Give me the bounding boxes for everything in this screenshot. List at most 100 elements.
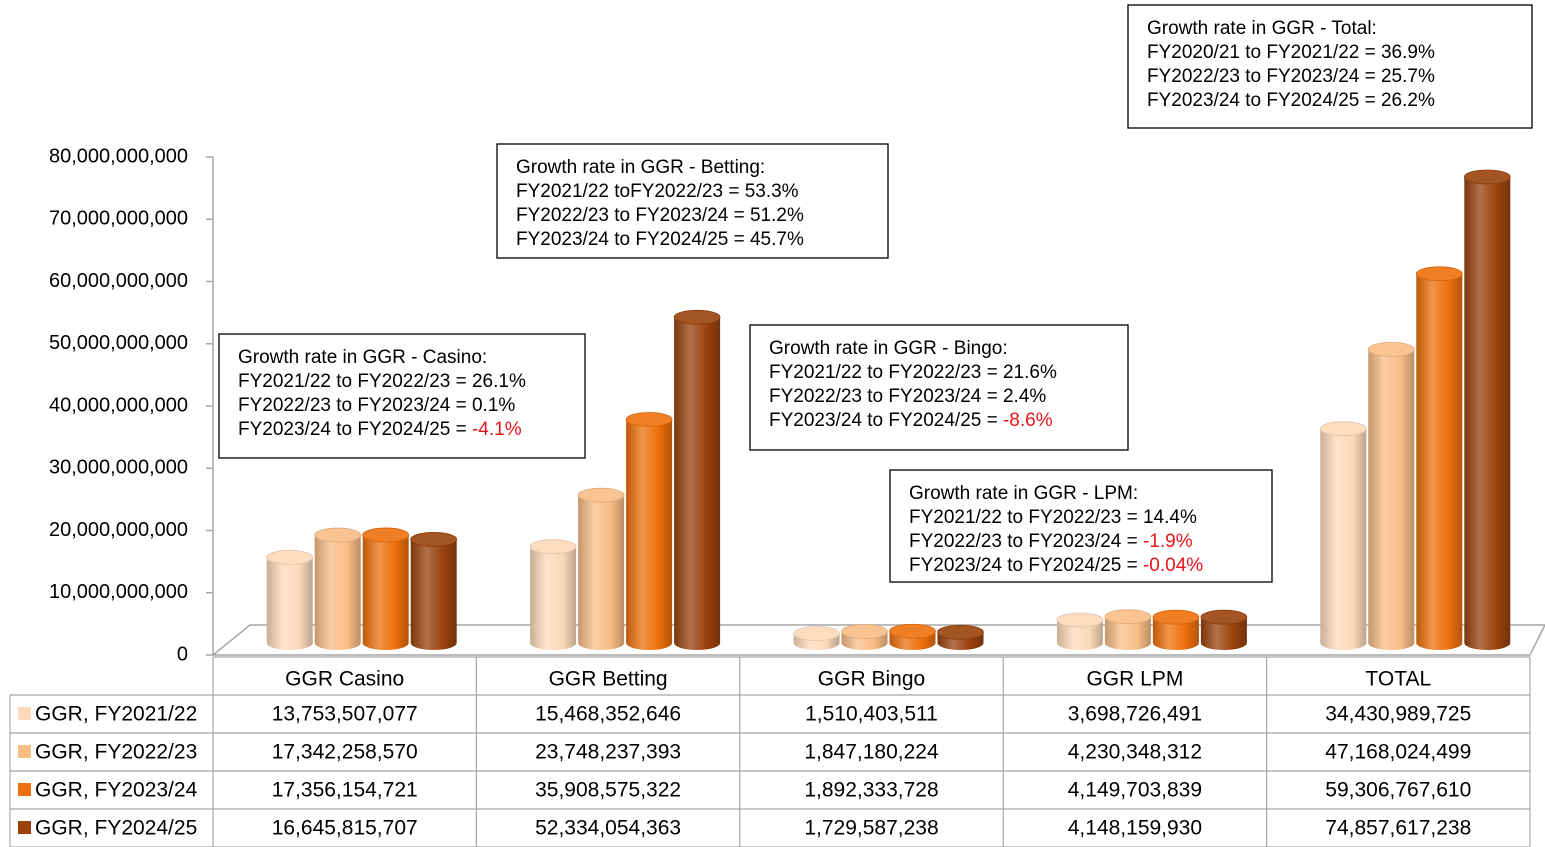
legend-swatch: [18, 783, 31, 796]
bar-top: [841, 624, 888, 639]
bar-body: [578, 495, 625, 650]
bar-top: [1319, 421, 1367, 437]
legend-swatch: [18, 821, 31, 834]
annotation-text: -1.9%: [1143, 531, 1193, 552]
y-tick-label: 70,000,000,000: [49, 208, 188, 230]
legend-label: GGR, FY2024/25: [35, 817, 197, 840]
annotation-box: [496, 143, 889, 259]
annotation-text: FY2023/24 to FY2024/25 =: [238, 419, 472, 440]
table-value: 4,230,348,312: [1068, 741, 1202, 764]
bar: [1152, 609, 1200, 650]
annotation-line: FY2020/21 to FY2021/22 = 36.9%: [1147, 42, 1435, 63]
bar: [1463, 169, 1511, 650]
table-value: 4,149,703,839: [1068, 779, 1202, 802]
bar-body: [1416, 273, 1463, 650]
annotation-title: Growth rate in GGR - LPM:: [909, 483, 1138, 504]
bar: [625, 412, 673, 650]
annotation-line: FY2022/23 to FY2023/24 = 25.7%: [1147, 66, 1435, 87]
bar-body: [266, 557, 313, 650]
bar-body: [1320, 428, 1367, 650]
table-value: 59,306,767,610: [1325, 779, 1471, 802]
annotation-text: FY2022/23 to FY2023/24 = 2.4%: [769, 386, 1046, 407]
annotation-title: Growth rate in GGR - Betting:: [516, 157, 765, 178]
annotation-text: FY2021/22 to FY2022/23 = 26.1%: [238, 371, 526, 392]
bar-top: [362, 527, 410, 543]
bar-top: [625, 412, 673, 427]
annotation-box: [218, 333, 586, 459]
bar-top: [937, 624, 984, 640]
annotation-text: FY2020/21 to FY2021/22 = 36.9%: [1147, 42, 1435, 63]
y-tick-label: 40,000,000,000: [49, 394, 188, 416]
bar-top: [577, 487, 625, 503]
table-value: 15,468,352,646: [535, 703, 681, 726]
annotation-line: FY2022/23 to FY2023/24 = 51.2%: [516, 205, 804, 226]
table-value: 16,645,815,707: [272, 817, 418, 840]
bar-top: [1200, 609, 1248, 625]
annotation-text: FY2021/22 to FY2022/23 = 14.4%: [909, 507, 1197, 528]
annotation-line: FY2022/23 to FY2023/24 = -1.9%: [909, 531, 1193, 552]
annotation-line: FY2021/22 to FY2022/23 = 14.4%: [909, 507, 1197, 528]
annotation-box: [1127, 4, 1533, 129]
y-tick-label: 30,000,000,000: [49, 457, 188, 479]
annotation-line: FY2023/24 to FY2024/25 = -0.04%: [909, 555, 1203, 576]
bar: [1200, 609, 1248, 650]
annotation-text: FY2023/24 to FY2024/25 = 26.2%: [1147, 90, 1435, 111]
annotation-text: FY2022/23 to FY2023/24 = 0.1%: [238, 395, 515, 416]
category-label: GGR Casino: [285, 668, 404, 691]
table-value: 1,729,587,238: [804, 817, 938, 840]
annotation-text: FY2022/23 to FY2023/24 = 51.2%: [516, 205, 804, 226]
legend-swatch: [18, 745, 31, 758]
bar-top: [889, 623, 936, 639]
bar: [1056, 612, 1104, 650]
table-value: 4,148,159,930: [1068, 817, 1202, 840]
bar: [410, 531, 458, 650]
annotation-line: FY2022/23 to FY2023/24 = 2.4%: [769, 386, 1046, 407]
annotation-box: [889, 469, 1273, 583]
table-value: 34,430,989,725: [1325, 703, 1471, 726]
bar-body: [1056, 619, 1103, 650]
y-tick-label: 0: [177, 643, 188, 665]
table-value: 17,342,258,570: [272, 741, 418, 764]
annotation-title: Growth rate in GGR - Bingo:: [769, 338, 1008, 359]
bar-top: [1056, 612, 1104, 628]
bar: [1104, 609, 1152, 650]
table-value: 17,356,154,721: [272, 779, 418, 802]
bar-top: [529, 539, 577, 555]
annotation-box: [749, 324, 1129, 451]
bar: [314, 527, 362, 650]
bar-top: [314, 527, 362, 543]
annotation-text: FY2022/23 to FY2023/24 = 25.7%: [1147, 66, 1435, 87]
annotation-text: -4.1%: [472, 419, 522, 440]
legend-label: GGR, FY2022/23: [35, 741, 197, 764]
bar: [1319, 421, 1367, 650]
annotation-line: FY2023/24 to FY2024/25 = -8.6%: [769, 410, 1053, 431]
bar: [889, 623, 936, 650]
table-value: 3,698,726,491: [1068, 703, 1202, 726]
y-tick-label: 10,000,000,000: [49, 581, 188, 603]
bar-top: [1152, 609, 1200, 625]
table-value: 23,748,237,393: [535, 741, 681, 764]
y-tick-label: 80,000,000,000: [49, 145, 188, 167]
table-value: 1,847,180,224: [804, 741, 939, 764]
annotation-text: FY2021/22 to FY2022/23 = 21.6%: [769, 362, 1057, 383]
bar: [673, 309, 721, 650]
bar-body: [1464, 177, 1511, 650]
annotation-line: FY2023/24 to FY2024/25 = -4.1%: [238, 419, 522, 440]
bar-body: [314, 535, 361, 650]
table-value: 74,857,617,238: [1325, 817, 1471, 840]
y-tick-label: 20,000,000,000: [49, 519, 188, 541]
annotation-line: FY2022/23 to FY2023/24 = 0.1%: [238, 395, 515, 416]
bar-top: [410, 531, 458, 547]
bar: [362, 527, 410, 650]
annotation-line: FY2023/24 to FY2024/25 = 45.7%: [516, 229, 804, 250]
bar-body: [410, 539, 457, 650]
category-label: GGR Betting: [549, 668, 668, 691]
bar-body: [1368, 349, 1415, 650]
table-value: 35,908,575,322: [535, 779, 681, 802]
bar-body: [1200, 617, 1247, 650]
annotation-text: FY2022/23 to FY2023/24 =: [909, 531, 1143, 552]
annotation-text: -0.04%: [1143, 555, 1203, 576]
bar-body: [362, 534, 409, 650]
annotation-text: -8.6%: [1003, 410, 1053, 431]
y-tick-label: 50,000,000,000: [49, 332, 188, 354]
